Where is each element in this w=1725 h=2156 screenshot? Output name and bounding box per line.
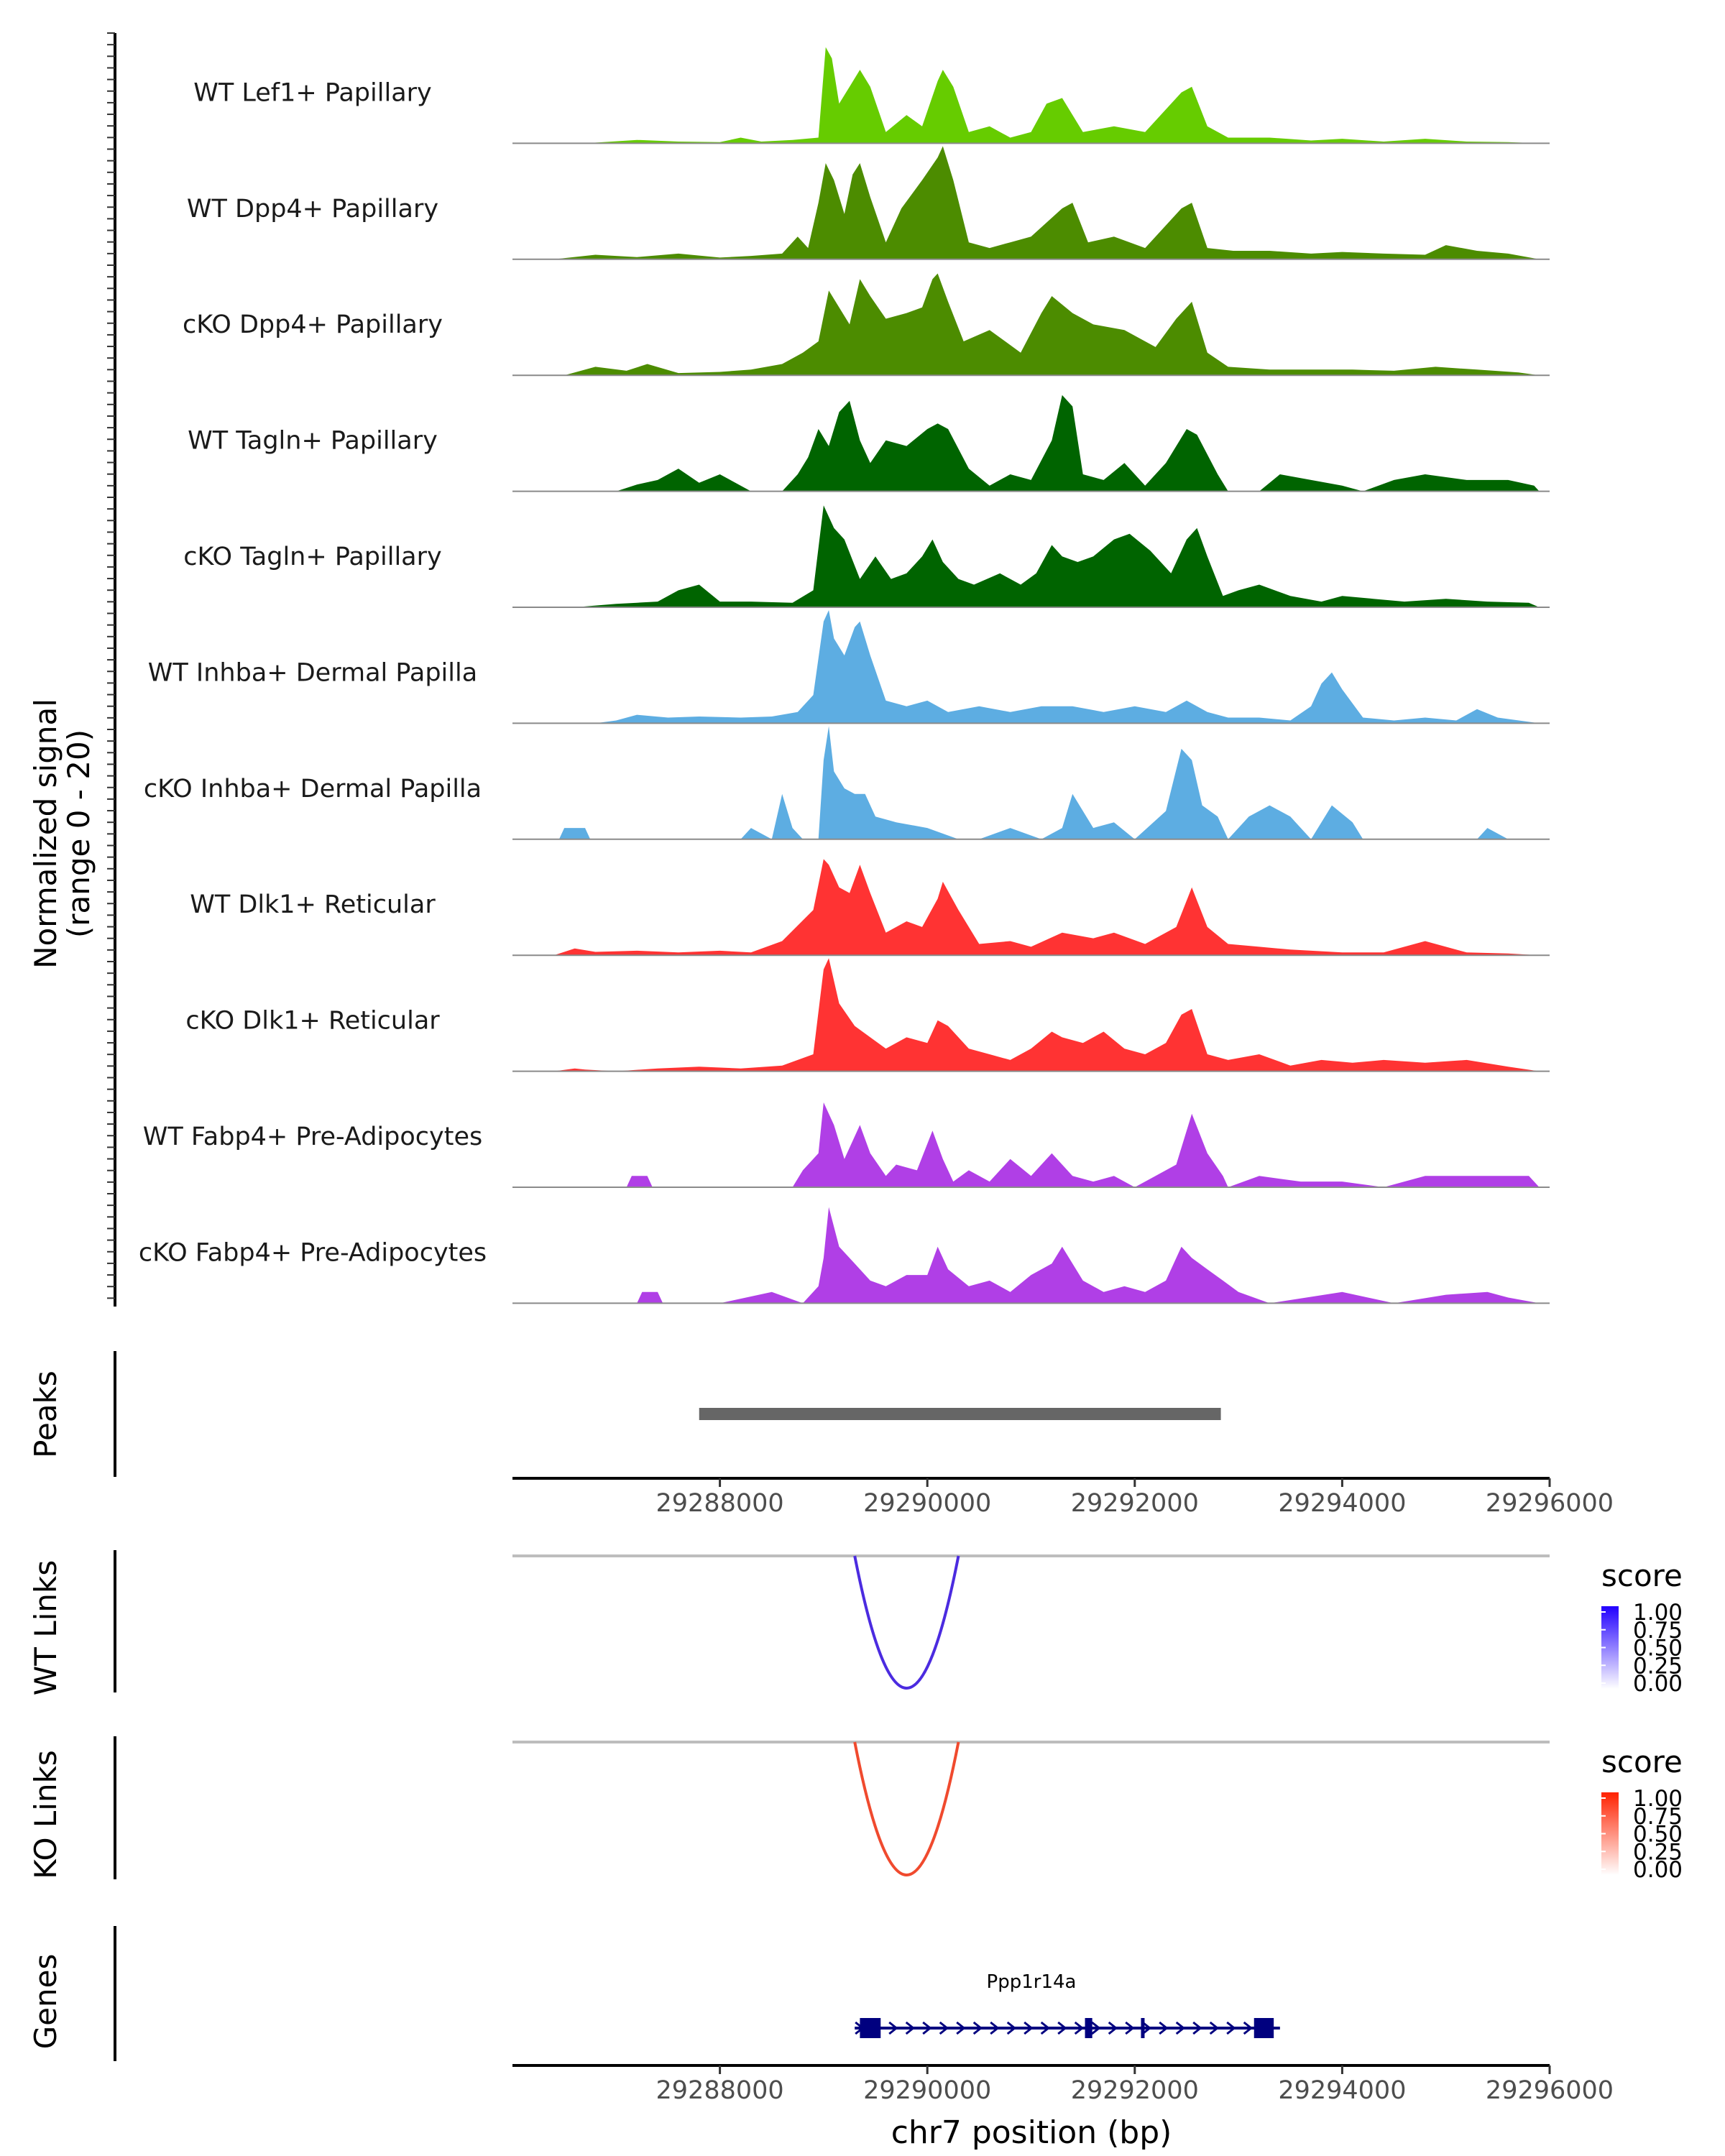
strand-arrow: [1209, 2021, 1220, 2035]
strand-arrow: [990, 2021, 1000, 2035]
legend-label: 0.25: [1633, 1653, 1683, 1679]
strand-arrow: [1159, 2021, 1169, 2035]
track-label-9: cKO Dlk1+ Reticular: [185, 1007, 440, 1036]
coverage-area-5: [512, 505, 1540, 607]
track-label-11: cKO Fabp4+ Pre-Adipocytes: [139, 1238, 487, 1267]
axis-lower-tick-label: 29292000: [1071, 2076, 1199, 2105]
track-label-4: WT Tagln+ Papillary: [188, 427, 438, 456]
coverage-area-11: [512, 1207, 1540, 1304]
axis-lower-tick-label: 29296000: [1486, 2076, 1614, 2105]
coverage-tracks-panel: WT Lef1+ Papillary WT Dpp4+ Papillary cKO …: [107, 32, 1550, 1307]
genes-panel: [114, 1926, 1280, 2061]
y-axis-label-line1: Normalized signal: [28, 699, 63, 969]
position-axis-lower: 29288000 29290000 29292000 29294000 29296000: [512, 2064, 1614, 2105]
strand-arrow: [1125, 2021, 1135, 2035]
exon-4: [1254, 2018, 1274, 2038]
coverage-area-7: [512, 726, 1540, 839]
axis-lower-tick-label: 29294000: [1278, 2076, 1406, 2105]
legend-label: 0.50: [1633, 1822, 1683, 1848]
peaks-panel: [114, 1351, 1221, 1477]
strand-arrow: [1243, 2021, 1254, 2035]
track-label-7: cKO Inhba+ Dermal Papilla: [144, 775, 482, 803]
strand-arrow: [956, 2021, 966, 2035]
axis-lower-tick-label: 29290000: [863, 2076, 991, 2105]
axis-upper-tick-label: 29296000: [1486, 1489, 1614, 1518]
wt-legend-title: score: [1601, 1558, 1683, 1593]
legend-label: 1.00: [1633, 1786, 1683, 1812]
legend-label: 0.75: [1633, 1618, 1683, 1644]
ko-legend-title: score: [1601, 1744, 1683, 1779]
links-panels: 1.000.750.500.250.001.000.750.500.250.00: [114, 1550, 1683, 1883]
strand-arrow: [1192, 2021, 1202, 2035]
link-arc-2: [853, 1741, 960, 1876]
y-axis-label-line2: (range 0 - 20): [61, 729, 96, 938]
track-label-10: WT Fabp4+ Pre-Adipocytes: [143, 1123, 482, 1151]
strand-arrow: [972, 2021, 983, 2035]
legend-label: 0.50: [1633, 1636, 1683, 1662]
axis-lower-tick-label: 29288000: [656, 2076, 784, 2105]
track-label-2: WT Dpp4+ Papillary: [187, 195, 438, 224]
track-label-3: cKO Dpp4+ Papillary: [183, 310, 443, 339]
strand-arrow: [905, 2021, 916, 2035]
peaks-label: Peaks: [28, 1370, 63, 1458]
exon-2: [1085, 2018, 1092, 2038]
strand-arrow: [922, 2021, 932, 2035]
strand-arrow: [1091, 2021, 1101, 2035]
strand-arrow: [939, 2021, 949, 2035]
gene-name-label: Ppp1r14a: [987, 1971, 1077, 1993]
strand-arrow: [1057, 2021, 1067, 2035]
strand-arrow: [1006, 2021, 1017, 2035]
axis-upper-tick-label: 29292000: [1071, 1489, 1199, 1518]
strand-arrow: [1024, 2021, 1034, 2035]
coverage-area-2: [512, 146, 1540, 259]
peak-bar-1: [699, 1408, 1221, 1420]
x-axis-title: chr7 position (bp): [891, 2114, 1172, 2151]
axis-upper-tick-label: 29294000: [1278, 1489, 1406, 1518]
axis-upper-tick-label: 29290000: [863, 1489, 991, 1518]
coverage-area-6: [512, 610, 1540, 724]
wt-links-label: WT Links: [28, 1560, 63, 1695]
strand-arrow: [1040, 2021, 1051, 2035]
genes-label: Genes: [28, 1954, 63, 2050]
track-label-5: cKO Tagln+ Papillary: [183, 543, 442, 571]
track-label-1: WT Lef1+ Papillary: [193, 78, 432, 107]
strand-arrow: [1141, 2021, 1152, 2035]
coverage-area-1: [512, 47, 1540, 144]
coverage-area-10: [512, 1102, 1540, 1187]
coverage-area-3: [512, 273, 1540, 376]
strand-arrow: [888, 2021, 898, 2035]
link-arc-1: [853, 1555, 960, 1690]
strand-arrow: [1074, 2021, 1085, 2035]
axis-upper-tick-label: 29288000: [656, 1489, 784, 1518]
coverage-area-8: [512, 859, 1540, 956]
coverage-area-9: [512, 958, 1540, 1072]
legend-label: 1.00: [1633, 1600, 1683, 1626]
track-label-6: WT Inhba+ Dermal Papilla: [148, 658, 477, 687]
legend-label: 0.00: [1633, 1857, 1683, 1883]
strand-arrow: [1108, 2021, 1118, 2035]
legend-label: 0.00: [1633, 1671, 1683, 1697]
strand-arrow: [1226, 2021, 1236, 2035]
coverage-area-4: [512, 395, 1540, 492]
track-label-8: WT Dlk1+ Reticular: [190, 890, 436, 919]
strand-arrow: [1175, 2021, 1186, 2035]
exon-3: [1141, 2018, 1145, 2038]
legend-label: 0.25: [1633, 1839, 1683, 1865]
exon-1: [860, 2018, 881, 2038]
ko-links-label: KO Links: [28, 1750, 63, 1879]
position-axis-upper: 29288000 29290000 29292000 29294000 29296000: [512, 1477, 1614, 1518]
legend-label: 0.75: [1633, 1804, 1683, 1830]
